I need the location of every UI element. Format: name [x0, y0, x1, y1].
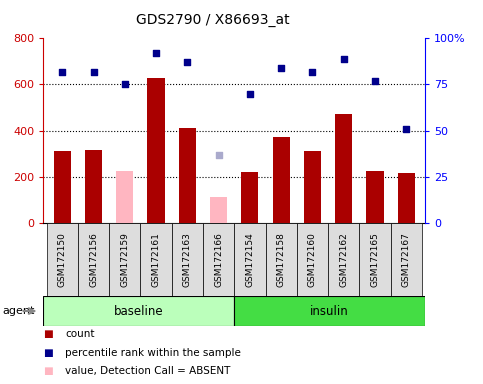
Text: GSM172158: GSM172158 [277, 232, 285, 286]
Point [246, 91, 254, 97]
FancyBboxPatch shape [391, 223, 422, 296]
Bar [85, 150, 102, 223]
Bar [54, 151, 71, 223]
Text: GSM172154: GSM172154 [245, 232, 255, 286]
Point [58, 68, 66, 74]
Point [277, 65, 285, 71]
Point [371, 78, 379, 84]
Bar [242, 172, 258, 223]
Point [90, 68, 98, 74]
Point [184, 59, 191, 65]
Text: percentile rank within the sample: percentile rank within the sample [65, 348, 241, 358]
Text: insulin: insulin [310, 305, 349, 318]
Bar [272, 137, 290, 223]
FancyBboxPatch shape [234, 296, 425, 326]
Text: GDS2790 / X86693_at: GDS2790 / X86693_at [136, 13, 289, 27]
Text: ■: ■ [43, 348, 53, 358]
Bar [210, 197, 227, 223]
Text: GSM172159: GSM172159 [120, 232, 129, 286]
FancyBboxPatch shape [141, 223, 171, 296]
Bar [335, 114, 352, 223]
Text: GSM172160: GSM172160 [308, 232, 317, 286]
Text: count: count [65, 329, 95, 339]
FancyBboxPatch shape [43, 296, 234, 326]
FancyBboxPatch shape [297, 223, 328, 296]
FancyBboxPatch shape [328, 223, 359, 296]
FancyBboxPatch shape [234, 223, 266, 296]
Text: GSM172156: GSM172156 [89, 232, 98, 286]
Text: GSM172150: GSM172150 [58, 232, 67, 286]
FancyBboxPatch shape [78, 223, 109, 296]
FancyBboxPatch shape [109, 223, 141, 296]
Bar [304, 151, 321, 223]
Bar [398, 173, 415, 223]
Text: baseline: baseline [114, 305, 164, 318]
FancyBboxPatch shape [266, 223, 297, 296]
Point [340, 56, 348, 62]
Text: value, Detection Call = ABSENT: value, Detection Call = ABSENT [65, 366, 230, 376]
Text: GSM172161: GSM172161 [152, 232, 160, 286]
Point [152, 50, 160, 56]
Point [309, 68, 316, 74]
Bar [116, 171, 133, 223]
FancyBboxPatch shape [359, 223, 391, 296]
Text: GSM172165: GSM172165 [370, 232, 380, 286]
Point [402, 126, 410, 132]
Text: ■: ■ [43, 366, 53, 376]
Point [121, 81, 128, 88]
Bar [179, 128, 196, 223]
Point [215, 151, 223, 157]
Bar [367, 171, 384, 223]
Bar [147, 78, 165, 223]
FancyBboxPatch shape [46, 223, 78, 296]
Text: agent: agent [2, 306, 35, 316]
Text: GSM172167: GSM172167 [402, 232, 411, 286]
Text: GSM172162: GSM172162 [339, 232, 348, 286]
Text: GSM172166: GSM172166 [214, 232, 223, 286]
Text: ■: ■ [43, 329, 53, 339]
FancyBboxPatch shape [171, 223, 203, 296]
FancyBboxPatch shape [203, 223, 234, 296]
Text: GSM172163: GSM172163 [183, 232, 192, 286]
